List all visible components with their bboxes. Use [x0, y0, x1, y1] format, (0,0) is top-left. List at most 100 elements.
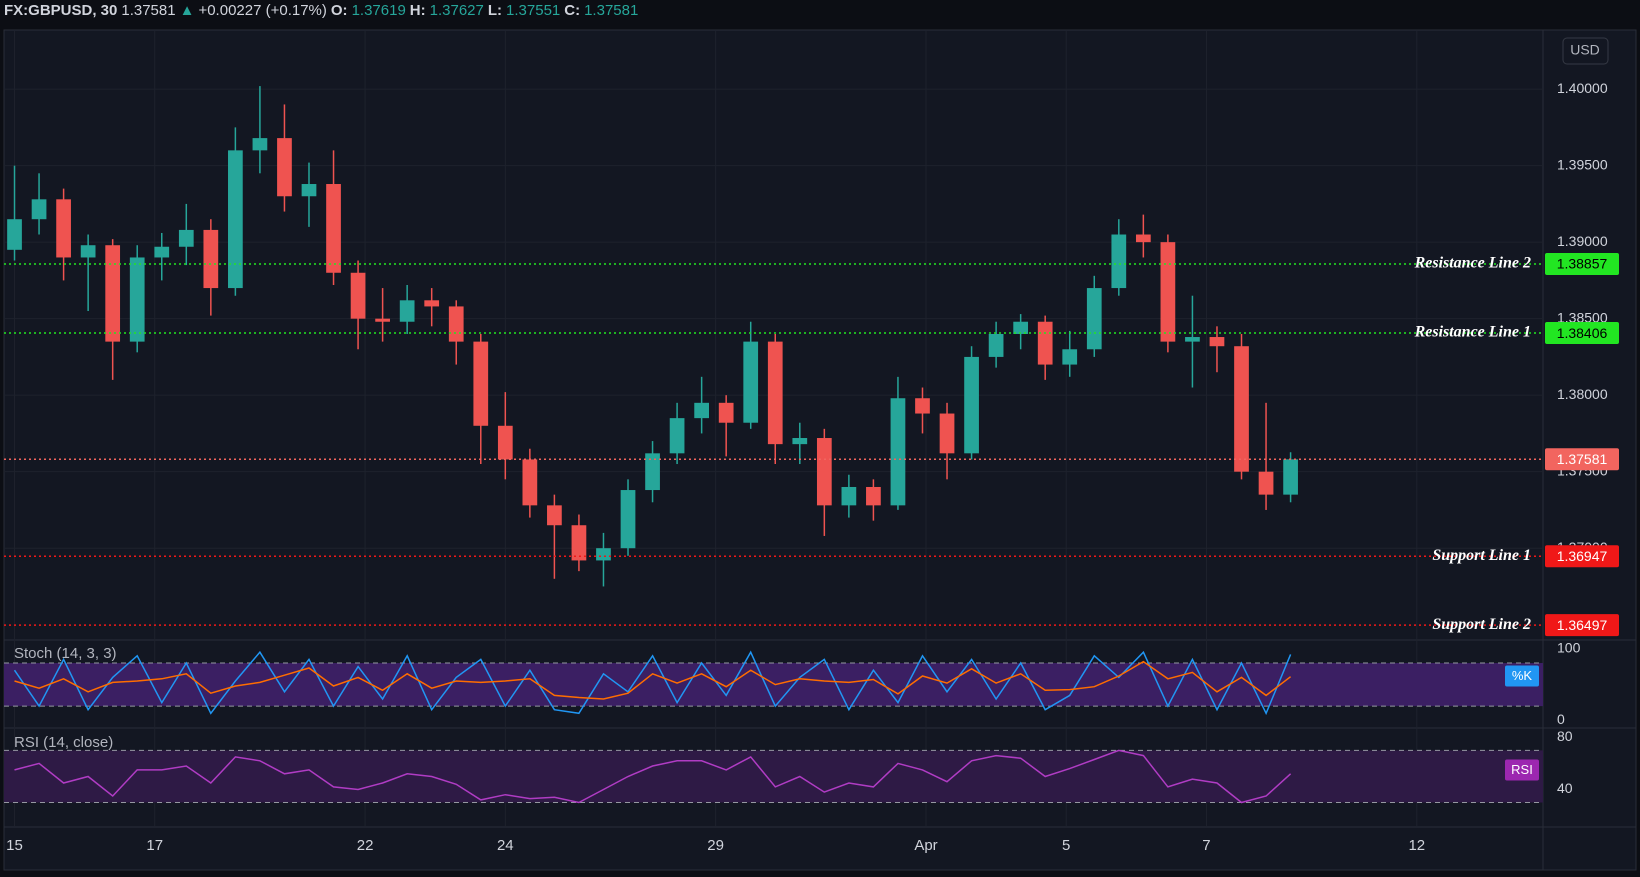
line-label: Resistance Line 1 — [1414, 324, 1531, 341]
candle-body — [1086, 288, 1102, 350]
candle-body — [252, 138, 268, 151]
candle-body — [915, 398, 930, 414]
candle-body — [669, 418, 685, 454]
ohlc-label: L: — [487, 2, 503, 19]
candle-body — [399, 300, 415, 322]
y-tick-label: 1.38000 — [1557, 386, 1608, 402]
x-tick-label: 29 — [707, 837, 724, 854]
price-label-box — [1545, 614, 1619, 637]
indicator-line — [13, 650, 1292, 716]
candle-body — [1283, 459, 1298, 495]
price-label: 1.36497 — [1557, 617, 1608, 633]
indicator-title: RSI (14, close) — [14, 734, 113, 751]
candle-body — [350, 272, 366, 319]
candle-body — [1013, 321, 1029, 334]
ohlc-value: 1.37581 — [584, 2, 639, 19]
x-tick-label: 15 — [6, 837, 23, 854]
candle-body — [301, 184, 317, 197]
price-label-box — [1545, 322, 1619, 345]
y-tick-label: 100 — [1557, 639, 1581, 655]
x-tick-label: 22 — [357, 837, 374, 854]
candle-body — [375, 318, 390, 322]
symbol-header: FX:GBPUSD, 30 1.37581 ▲ +0.00227 (+0.17%) O:… — [4, 2, 642, 24]
ohlc-value: 1.37551 — [506, 2, 561, 19]
candle-body — [473, 341, 489, 426]
price-label: 1.37581 — [1557, 451, 1608, 467]
band-fill — [4, 750, 1543, 803]
x-tick-label: 17 — [146, 837, 163, 854]
indicator-line — [14, 660, 1292, 700]
price-label-box — [1545, 253, 1619, 276]
candle-body — [694, 402, 709, 419]
ohlc-label: C: — [564, 2, 581, 19]
candle-body — [105, 245, 121, 342]
candle-body — [522, 459, 538, 506]
candle-body — [620, 490, 636, 549]
candle-body — [1135, 234, 1151, 243]
symbol[interactable]: FX:GBPUSD, 30 — [4, 2, 118, 19]
candle-body — [571, 525, 587, 561]
price-label: 1.36947 — [1557, 548, 1608, 564]
candle-body — [203, 229, 219, 289]
candle-body — [228, 150, 243, 289]
band-fill — [4, 663, 1543, 707]
x-tick-label: 5 — [1062, 837, 1070, 854]
candle-body — [718, 402, 734, 423]
indicator-tag-box — [1505, 665, 1539, 687]
line-label: Resistance Line 2 — [1414, 255, 1531, 272]
ohlc-label: O: — [330, 2, 348, 19]
candle-body — [154, 246, 170, 258]
last-price: 1.37581 — [121, 2, 176, 19]
change-arrow: ▲ — [179, 2, 195, 19]
candle-body — [596, 548, 611, 561]
indicator-line — [14, 749, 1292, 804]
candle-body — [767, 341, 783, 445]
candle-body — [841, 486, 857, 506]
y-tick-label: 1.39500 — [1557, 156, 1608, 172]
candle-body — [547, 505, 562, 526]
price-label-box — [1545, 448, 1619, 471]
candle-body — [1209, 337, 1225, 347]
change: +0.00227 (+0.17%) — [198, 2, 327, 19]
y-tick-label: 1.38500 — [1557, 309, 1608, 325]
candle-body — [1111, 234, 1127, 289]
ohlc-label: H: — [409, 2, 426, 19]
candle-body — [1062, 349, 1078, 365]
candle-body — [964, 356, 979, 454]
candle-body — [866, 486, 881, 506]
price-label: 1.38406 — [1557, 325, 1608, 341]
candle-body — [988, 333, 1004, 357]
price-label: 1.38857 — [1557, 256, 1608, 272]
candle-body — [448, 306, 464, 342]
price-label-box — [1545, 545, 1619, 568]
x-tick-label: 7 — [1202, 837, 1210, 854]
y-tick-label: 1.40000 — [1557, 80, 1608, 96]
candle-body — [1037, 321, 1053, 365]
candle-body — [1185, 337, 1200, 342]
x-tick-label: Apr — [914, 837, 937, 854]
candle-body — [1258, 471, 1274, 495]
ohlc-value: 1.37619 — [351, 2, 406, 19]
candle-body — [326, 184, 341, 273]
x-tick-label: 24 — [497, 837, 514, 854]
candle-body — [743, 341, 759, 423]
currency-button[interactable] — [1562, 37, 1609, 65]
y-tick-label: 1.39000 — [1557, 233, 1608, 249]
y-tick-label: 0 — [1557, 711, 1565, 727]
candle-body — [56, 199, 71, 258]
candle-body — [816, 438, 832, 506]
candle-body — [890, 398, 906, 506]
line-label: Support Line 1 — [1432, 547, 1531, 564]
candle-body — [1234, 346, 1249, 472]
x-tick-label: 12 — [1408, 837, 1425, 854]
candle-body — [939, 413, 955, 454]
y-tick-label: 80 — [1557, 728, 1573, 744]
candle-body — [792, 438, 808, 445]
indicator-tag: RSI — [1511, 762, 1533, 777]
candle-body — [178, 229, 194, 247]
candle-body — [645, 453, 660, 491]
candle-body — [497, 425, 513, 460]
y-tick-label: 40 — [1557, 780, 1573, 796]
